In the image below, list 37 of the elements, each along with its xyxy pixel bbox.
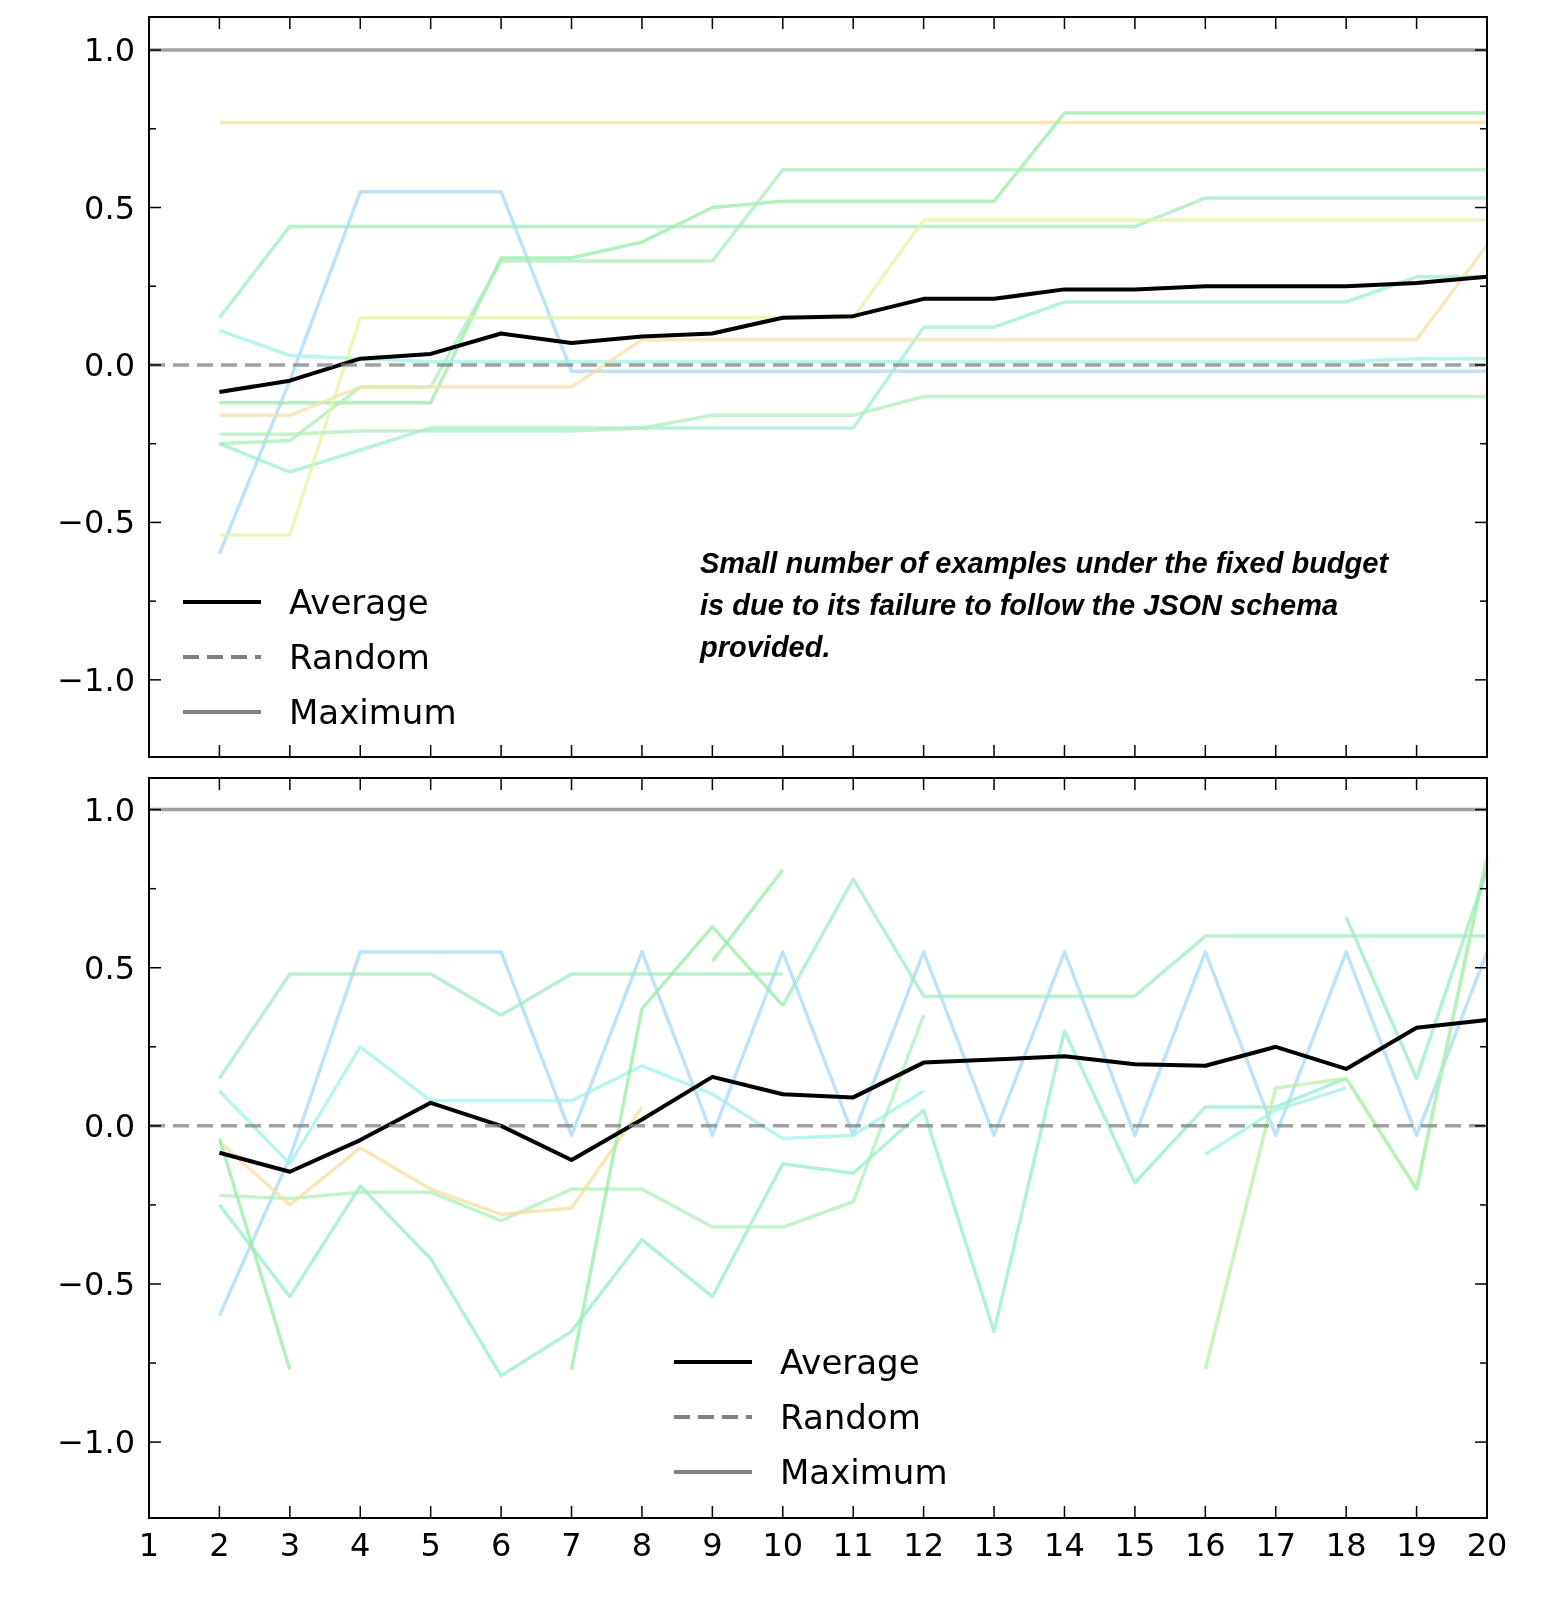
x-tick-label: 7 bbox=[561, 1526, 582, 1564]
legend-label: Average bbox=[780, 1342, 920, 1382]
y-tick-label: 0.0 bbox=[84, 1106, 135, 1145]
x-tick-label: 11 bbox=[832, 1526, 874, 1564]
x-tick-label: 4 bbox=[350, 1526, 371, 1564]
x-tick-label: 5 bbox=[420, 1526, 441, 1564]
x-tick-label: 19 bbox=[1396, 1526, 1437, 1564]
y-tick-label: 1.0 bbox=[84, 31, 135, 70]
x-tick-label: 9 bbox=[702, 1526, 723, 1564]
x-tick-label: 20 bbox=[1466, 1526, 1508, 1564]
annotation: Small number of examples under the fixed budget is due to its failure to follow the JSON schema provided. bbox=[699, 547, 1390, 663]
x-tick-label: 18 bbox=[1325, 1526, 1367, 1564]
legend-label: Maximum bbox=[289, 692, 457, 732]
x-tick-label: 16 bbox=[1184, 1526, 1226, 1564]
y-tick-label: −0.5 bbox=[57, 503, 135, 542]
legend-label: Random bbox=[289, 637, 430, 677]
x-tick-label: 17 bbox=[1255, 1526, 1297, 1564]
legend-label: Average bbox=[289, 582, 429, 622]
y-tick-label: 1.0 bbox=[84, 790, 135, 829]
x-tick-label: 2 bbox=[209, 1526, 230, 1564]
y-tick-label: 0.0 bbox=[84, 345, 135, 384]
legend-label: Random bbox=[780, 1397, 921, 1437]
x-tick-label: 12 bbox=[903, 1526, 944, 1564]
y-tick-label: −1.0 bbox=[57, 1423, 135, 1462]
x-tick-label: 13 bbox=[973, 1526, 1015, 1564]
y-tick-label: 0.5 bbox=[84, 948, 135, 987]
x-tick-label: 6 bbox=[490, 1526, 512, 1564]
y-tick-label: −1.0 bbox=[57, 660, 135, 699]
y-tick-label: 0.5 bbox=[84, 188, 135, 227]
x-tick-label: 15 bbox=[1114, 1526, 1156, 1564]
y-tick-label: −0.5 bbox=[57, 1264, 135, 1303]
x-tick-label: 14 bbox=[1044, 1526, 1085, 1564]
legend-label: Maximum bbox=[780, 1452, 948, 1492]
x-tick-label: 10 bbox=[762, 1526, 804, 1564]
x-tick-label: 1 bbox=[138, 1526, 160, 1564]
x-tick-label: 3 bbox=[279, 1526, 301, 1564]
x-tick-label: 8 bbox=[631, 1526, 653, 1564]
